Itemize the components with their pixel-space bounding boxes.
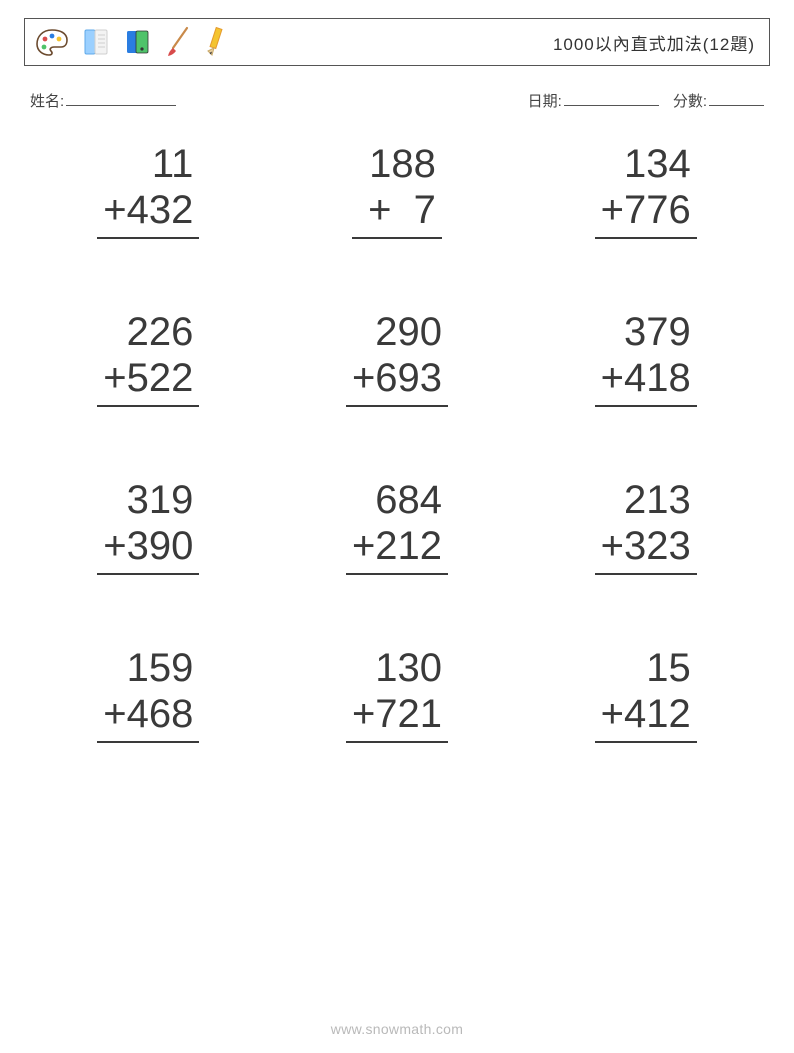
problem-grid: 11+432 188+ 7 134+776 226+522 290+693 37… bbox=[24, 141, 770, 743]
date-label: 日期: bbox=[528, 90, 562, 111]
palette-icon bbox=[35, 27, 69, 57]
header: 1000以內直式加法(12題) bbox=[24, 18, 770, 66]
addend-bottom: +412 bbox=[595, 691, 697, 743]
problem: 159+468 bbox=[44, 645, 253, 743]
score-label: 分數: bbox=[673, 90, 707, 111]
addend-bottom: +323 bbox=[595, 523, 697, 575]
addend-top: 684 bbox=[346, 477, 448, 523]
tool-icons bbox=[35, 26, 229, 58]
pencil-icon bbox=[203, 26, 229, 58]
problem: 290+693 bbox=[293, 309, 502, 407]
addend-bottom: +468 bbox=[97, 691, 199, 743]
footer-text: www.snowmath.com bbox=[0, 1021, 794, 1037]
worksheet-title: 1000以內直式加法(12題) bbox=[553, 30, 755, 55]
problem: 319+390 bbox=[44, 477, 253, 575]
addend-top: 130 bbox=[346, 645, 448, 691]
addend-top: 15 bbox=[595, 645, 697, 691]
addend-bottom: +390 bbox=[97, 523, 199, 575]
problem: 134+776 bbox=[541, 141, 750, 239]
addend-bottom: +212 bbox=[346, 523, 448, 575]
problem: 11+432 bbox=[44, 141, 253, 239]
addend-top: 319 bbox=[97, 477, 199, 523]
brush-icon bbox=[165, 26, 191, 58]
addend-bottom: +776 bbox=[595, 187, 697, 239]
notebook-icon bbox=[81, 27, 111, 57]
addend-bottom: +721 bbox=[346, 691, 448, 743]
addend-top: 226 bbox=[97, 309, 199, 355]
name-blank bbox=[66, 90, 176, 106]
tabs-icon bbox=[123, 27, 153, 57]
date-blank bbox=[564, 90, 659, 106]
problem: 130+721 bbox=[293, 645, 502, 743]
addend-top: 290 bbox=[346, 309, 448, 355]
problem: 15+412 bbox=[541, 645, 750, 743]
addend-top: 159 bbox=[97, 645, 199, 691]
score-blank bbox=[709, 90, 764, 106]
name-label: 姓名: bbox=[30, 90, 64, 111]
problem: 188+ 7 bbox=[293, 141, 502, 239]
addend-top: 188 bbox=[352, 141, 442, 187]
addend-bottom: +418 bbox=[595, 355, 697, 407]
problem: 213+323 bbox=[541, 477, 750, 575]
addend-top: 134 bbox=[595, 141, 697, 187]
addend-top: 379 bbox=[595, 309, 697, 355]
addend-bottom: +432 bbox=[97, 187, 199, 239]
addend-top: 213 bbox=[595, 477, 697, 523]
problem: 684+212 bbox=[293, 477, 502, 575]
problem: 226+522 bbox=[44, 309, 253, 407]
addend-bottom: +693 bbox=[346, 355, 448, 407]
problem: 379+418 bbox=[541, 309, 750, 407]
addend-bottom: +522 bbox=[97, 355, 199, 407]
addend-top: 11 bbox=[97, 141, 199, 187]
info-row: 姓名: 日期: 分數: bbox=[30, 90, 764, 111]
addend-bottom: + 7 bbox=[352, 187, 442, 239]
